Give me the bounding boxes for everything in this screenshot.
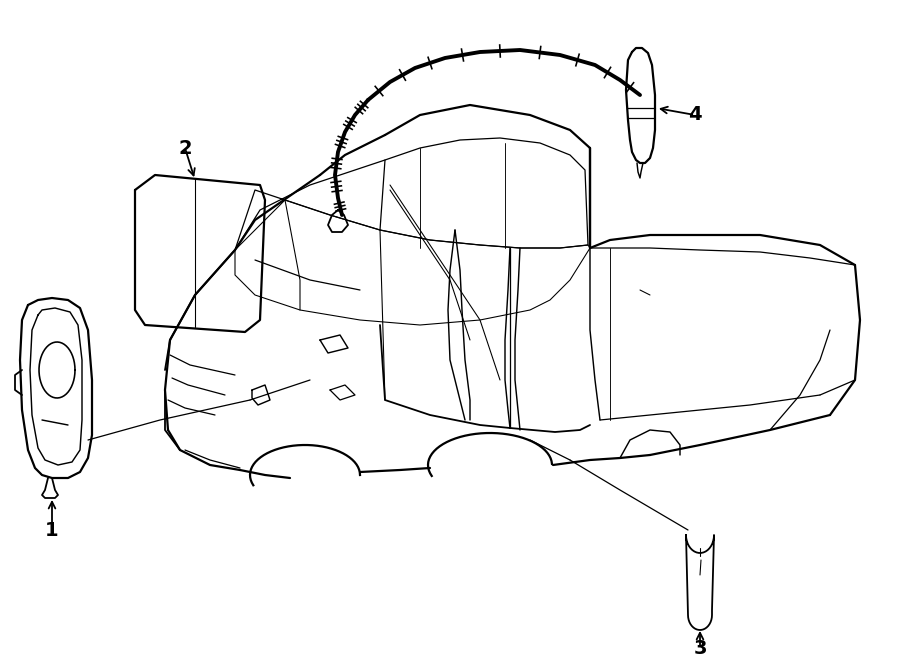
Text: 2: 2 <box>178 139 192 157</box>
Text: 1: 1 <box>45 520 58 539</box>
Text: 3: 3 <box>693 639 706 658</box>
Text: 4: 4 <box>688 106 702 124</box>
